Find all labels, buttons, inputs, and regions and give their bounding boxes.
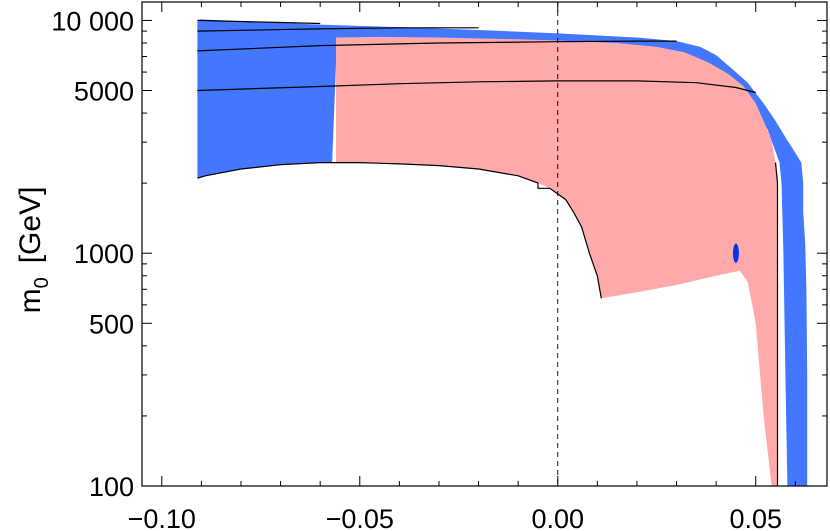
y-axis-title-subscript: 0 (31, 277, 53, 288)
x-tick-label-2: 0.00 (531, 504, 584, 531)
plot-frame (141, 1, 828, 487)
contour-line-5 (774, 162, 779, 486)
contour-line-3 (197, 80, 756, 94)
region-1 (336, 36, 778, 486)
y-tick-label-0: 100 (89, 472, 134, 502)
region-0 (197, 19, 808, 486)
y-axis-title-unit: [GeV] (14, 187, 47, 264)
y-tick-label-3: 5000 (74, 77, 134, 107)
contour-line-4 (197, 162, 602, 299)
contour-line-1 (197, 27, 479, 32)
contour-line-2 (197, 40, 677, 52)
contour-line-0 (197, 19, 321, 25)
x-tick-label-1: −0.05 (326, 504, 394, 531)
x-tick-label-0: −0.10 (128, 504, 196, 531)
y-tick-label-1: 500 (89, 309, 134, 339)
y-tick-label-2: 1000 (74, 239, 134, 269)
chart-regions (197, 19, 808, 486)
y-axis-tick-labels: 100 500 1000 5000 10 000 (51, 6, 134, 502)
y-tick-label-4: 10 000 (51, 6, 134, 36)
region-blob-2 (732, 243, 739, 263)
axis-ticks (142, 2, 827, 487)
y-axis-title: m0 [GeV] (14, 187, 53, 314)
x-axis-tick-labels: −0.10 −0.05 0.00 0.05 (128, 504, 782, 531)
y-axis-title-main: m (14, 288, 47, 313)
chart-curves (197, 19, 779, 486)
x-tick-label-3: 0.05 (729, 504, 782, 531)
